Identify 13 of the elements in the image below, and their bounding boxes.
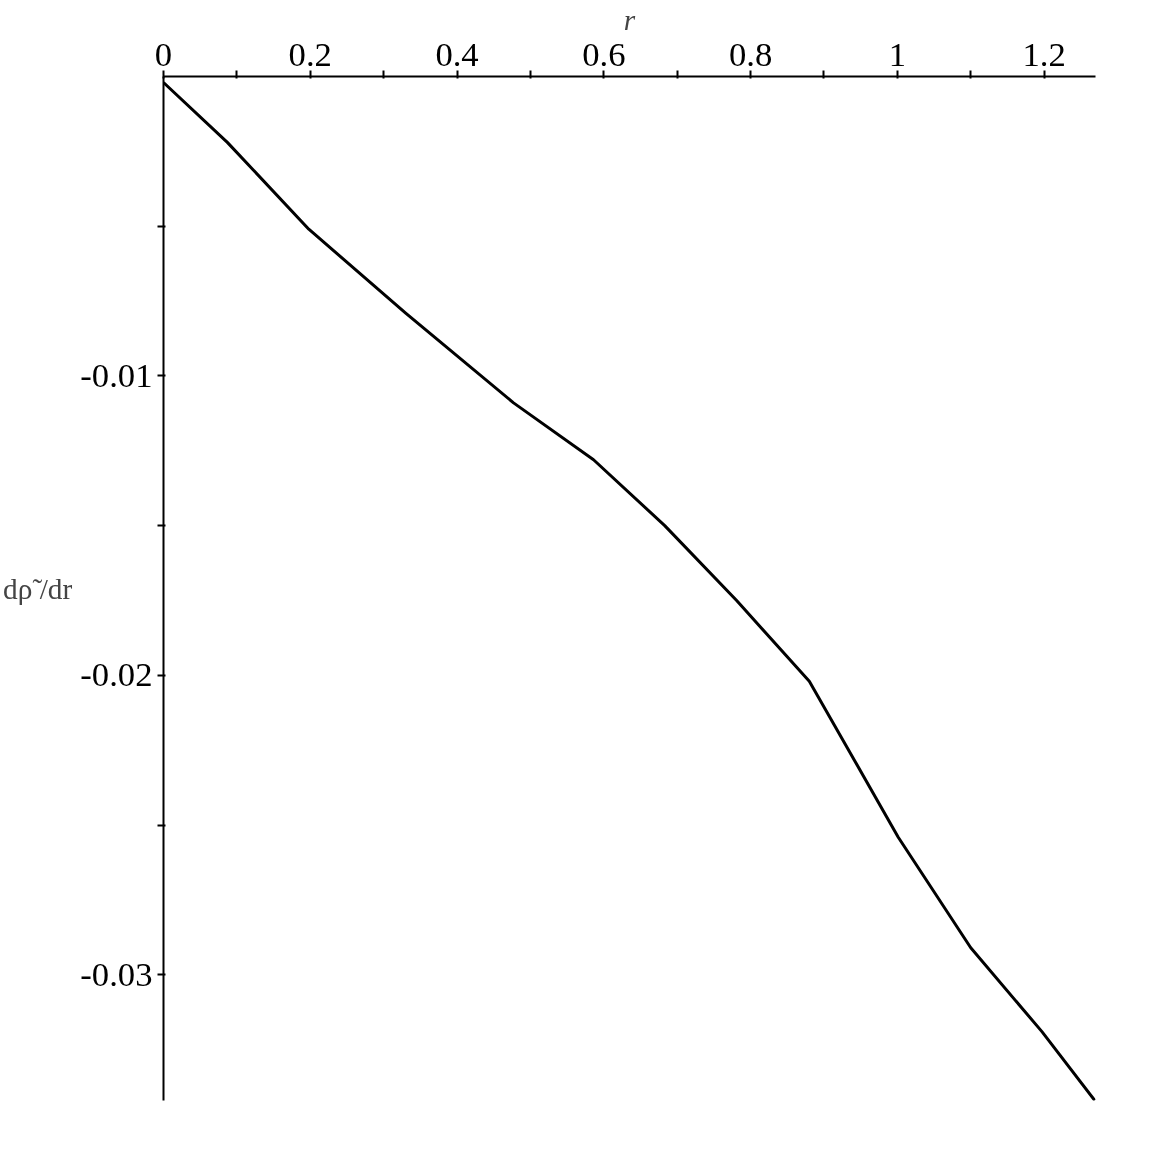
- x-tick-label: 1: [888, 34, 907, 73]
- y-tick-label: -0.02: [80, 655, 153, 694]
- x-tick-label: 0.2: [288, 34, 332, 73]
- x-tick-label: 0.4: [435, 34, 479, 73]
- y-axis-title: dρ̃ /dr: [3, 572, 73, 605]
- x-tick-label: 0.6: [582, 34, 626, 73]
- x-axis-title: r: [623, 3, 636, 36]
- x-tick-label: 0.8: [728, 34, 773, 73]
- x-tick-label: 0: [154, 34, 173, 73]
- line-series: [163, 80, 1096, 1101]
- y-tick-label: -0.03: [80, 954, 153, 993]
- x-tick-label: 1.2: [1022, 34, 1066, 73]
- y-tick-label: -0.01: [80, 355, 153, 394]
